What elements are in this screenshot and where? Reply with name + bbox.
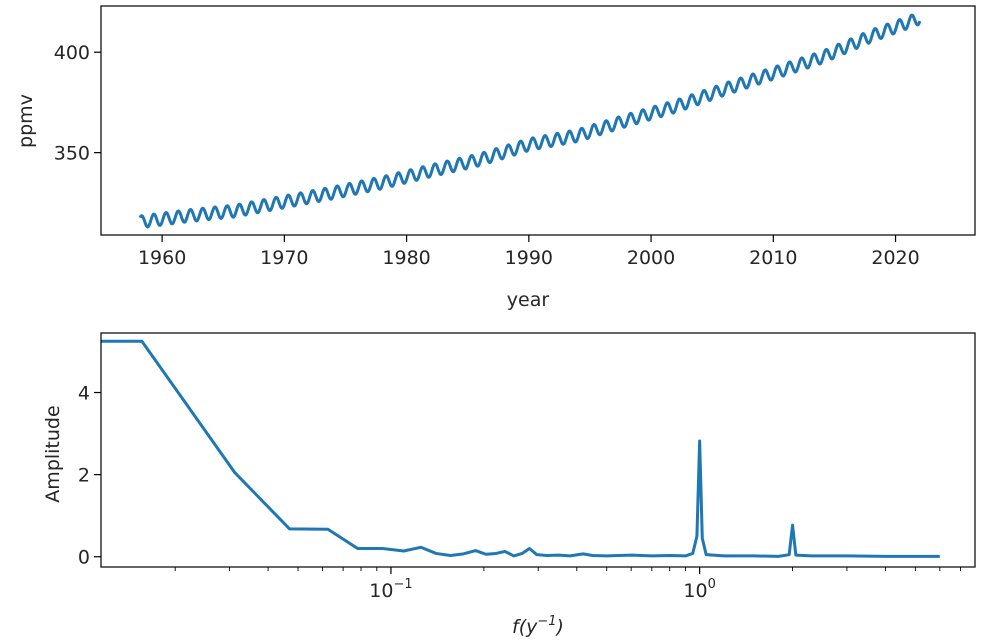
series-line-co2 <box>138 13 922 229</box>
chart-co2-timeseries: ppmv year 1960 1970 1980 1990 2000 2010 2020 35… <box>15 5 976 311</box>
top-xtick-label: 2010 <box>749 247 797 269</box>
top-xtick-label: 1990 <box>505 247 553 269</box>
top-xlabel: year <box>507 289 550 311</box>
bottom-xtick-label: 100 <box>683 577 715 602</box>
top-ytick-label: 350 <box>54 143 90 165</box>
top-ytick-label: 400 <box>54 42 90 64</box>
bottom-xlabel: f(y−1) <box>512 614 564 638</box>
bottom-ticks: 10−1 100 0 2 4 <box>78 383 961 602</box>
series-line-amplitude <box>101 339 940 558</box>
bottom-axes-frame <box>100 332 976 568</box>
top-axes-frame <box>100 5 976 236</box>
bottom-ylabel: Amplitude <box>42 405 64 502</box>
bottom-xtick-label: 10−1 <box>369 577 412 602</box>
bottom-ytick-label: 0 <box>78 547 90 569</box>
bottom-ytick-label: 4 <box>78 383 90 405</box>
top-xtick-label: 1960 <box>138 247 186 269</box>
chart-amplitude-spectrum: Amplitude f(y−1) 10−1 100 0 2 4 <box>42 332 976 638</box>
top-xtick-label: 2020 <box>871 247 919 269</box>
top-ylabel: ppmv <box>15 94 37 148</box>
bottom-ytick-label: 2 <box>78 465 90 487</box>
top-xtick-label: 2000 <box>627 247 675 269</box>
top-ticks: 1960 1970 1980 1990 2000 2010 2020 350 400 <box>54 42 920 269</box>
top-xtick-label: 1980 <box>382 247 430 269</box>
top-xtick-label: 1970 <box>260 247 308 269</box>
